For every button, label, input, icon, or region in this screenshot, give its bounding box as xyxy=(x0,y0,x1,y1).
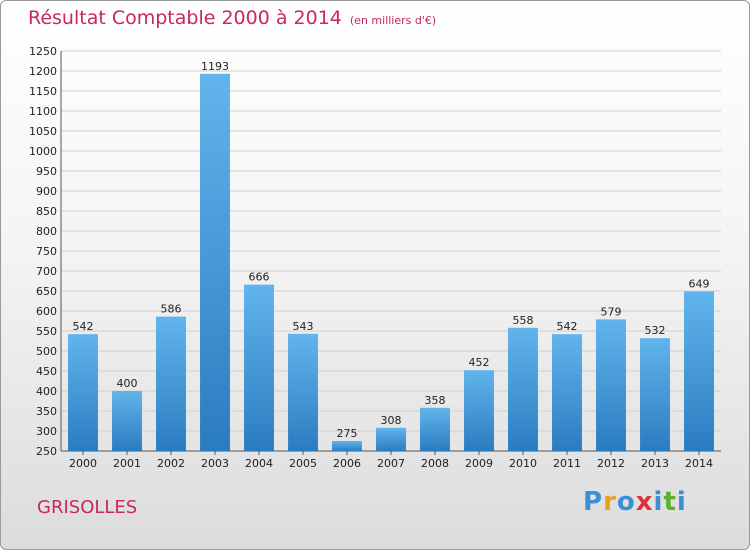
y-tick-label: 1250 xyxy=(29,45,57,58)
x-tick-label: 2012 xyxy=(597,457,625,470)
x-tick-label: 2010 xyxy=(509,457,537,470)
bar xyxy=(464,370,494,451)
logo-letter: i xyxy=(676,487,687,517)
bar xyxy=(156,316,186,451)
logo-letter: x xyxy=(635,487,654,517)
x-tick-label: 2001 xyxy=(113,457,141,470)
bar-value-label: 308 xyxy=(381,414,402,427)
bar-value-label: 400 xyxy=(117,377,138,390)
bar-value-label: 358 xyxy=(425,394,446,407)
logo-letter: r xyxy=(603,487,617,517)
y-tick-label: 650 xyxy=(36,285,57,298)
y-tick-label: 900 xyxy=(36,185,57,198)
x-tick-label: 2002 xyxy=(157,457,185,470)
y-tick-label: 1200 xyxy=(29,65,57,78)
x-axis: 2000 2001 2002 2003 2004 2005 2006 2007 2008 2009… xyxy=(69,451,713,470)
x-tick-label: 2004 xyxy=(245,457,273,470)
y-tick-label: 550 xyxy=(36,325,57,338)
bar-value-label: 275 xyxy=(337,427,358,440)
bar xyxy=(332,441,362,451)
logo-letter: t xyxy=(663,487,677,517)
bar xyxy=(640,338,670,451)
bar xyxy=(244,284,274,451)
bar-value-label: 586 xyxy=(161,303,182,316)
logo-letter: P xyxy=(583,487,604,517)
x-tick-label: 2011 xyxy=(553,457,581,470)
x-tick-label: 2008 xyxy=(421,457,449,470)
bar-value-label: 543 xyxy=(293,320,314,333)
bar-value-label: 542 xyxy=(73,320,94,333)
x-tick-label: 2000 xyxy=(69,457,97,470)
y-tick-label: 1150 xyxy=(29,85,57,98)
y-tick-label: 800 xyxy=(36,225,57,238)
bar-value-label: 649 xyxy=(689,277,710,290)
chart-title: Résultat Comptable 2000 à 2014 (en millie… xyxy=(28,7,436,29)
y-tick-label: 350 xyxy=(36,405,57,418)
bar-value-label: 1193 xyxy=(201,60,229,73)
bar-value-label: 558 xyxy=(513,314,534,327)
x-tick-label: 2013 xyxy=(641,457,669,470)
bar xyxy=(68,334,98,451)
x-tick-label: 2014 xyxy=(685,457,713,470)
y-tick-label: 1100 xyxy=(29,105,57,118)
y-tick-label: 1000 xyxy=(29,145,57,158)
commune-name: GRISOLLES xyxy=(37,497,138,518)
y-tick-label: 450 xyxy=(36,365,57,378)
x-tick-label: 2005 xyxy=(289,457,317,470)
x-tick-label: 2009 xyxy=(465,457,493,470)
bar-value-label: 666 xyxy=(249,271,270,284)
y-tick-label: 300 xyxy=(36,425,57,438)
x-tick-label: 2003 xyxy=(201,457,229,470)
y-tick-label: 600 xyxy=(36,305,57,318)
y-tick-label: 850 xyxy=(36,205,57,218)
bar-value-label: 532 xyxy=(645,324,666,337)
bar xyxy=(552,334,582,451)
logo-letter: i xyxy=(653,487,664,517)
bar xyxy=(112,391,142,451)
logo-letter: o xyxy=(616,487,636,517)
bar xyxy=(420,407,450,451)
y-tick-label: 500 xyxy=(36,345,57,358)
bar xyxy=(200,73,230,452)
y-tick-label: 1050 xyxy=(29,125,57,138)
x-tick-label: 2007 xyxy=(377,457,405,470)
bar-value-label: 579 xyxy=(601,305,622,318)
bar xyxy=(596,319,626,451)
y-tick-label: 250 xyxy=(36,445,57,458)
bar-value-label: 542 xyxy=(557,320,578,333)
y-tick-label: 950 xyxy=(36,165,57,178)
proxiti-logo: Proxiti xyxy=(583,487,687,517)
chart-subtitle: (en milliers d'€) xyxy=(349,14,437,27)
bar xyxy=(684,291,714,451)
y-tick-label: 400 xyxy=(36,385,57,398)
x-tick-label: 2006 xyxy=(333,457,361,470)
y-tick-label: 750 xyxy=(36,245,57,258)
y-tick-label: 700 xyxy=(36,265,57,278)
bars: 542 400 586 1193 666 543 275 308 358 452 558 542 579… xyxy=(68,60,714,452)
bar xyxy=(288,333,318,451)
bar-value-label: 452 xyxy=(469,356,490,369)
title-text: Résultat Comptable 2000 à 2014 xyxy=(28,7,342,29)
bar xyxy=(376,427,406,451)
bar xyxy=(508,327,538,451)
